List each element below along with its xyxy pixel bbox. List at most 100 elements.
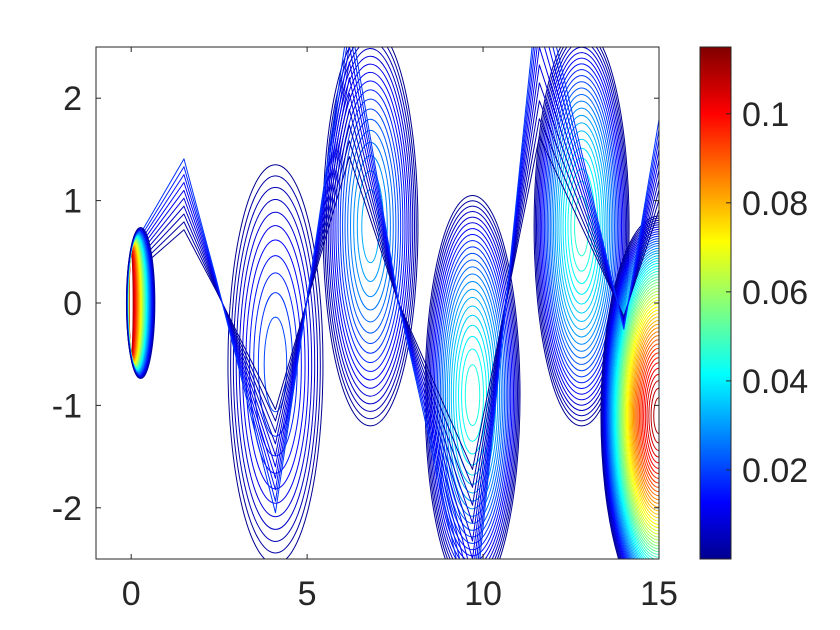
contour-level — [556, 122, 607, 330]
contour-level — [350, 141, 391, 311]
contour-level — [638, 347, 659, 484]
contour-level — [257, 292, 294, 437]
contour-level — [335, 80, 406, 372]
y-tick-label: 2 — [63, 80, 82, 118]
contour-level — [546, 81, 617, 372]
contour-level — [436, 246, 509, 544]
y-axis: 2 1 0 -1 -2 — [52, 80, 659, 528]
wake-contour — [137, 47, 659, 559]
contour-level — [339, 98, 402, 354]
x-tick-label: 5 — [298, 575, 317, 613]
contour-level — [607, 240, 659, 559]
contour-level — [322, 47, 419, 427]
contour-level — [356, 170, 385, 282]
contour-level — [444, 280, 501, 510]
colorbar-tick-label: 0.08 — [742, 185, 808, 223]
contour-level — [537, 47, 626, 411]
colorbar-tick-label: 0.02 — [742, 452, 808, 490]
source-contour — [125, 226, 156, 380]
contour-level — [464, 364, 481, 427]
contour-level — [536, 47, 628, 417]
contour-level — [230, 175, 321, 554]
colorbar-tick-label: 0.04 — [742, 363, 808, 401]
colorbar-tick-label: 0.06 — [742, 274, 808, 312]
contour-level — [609, 247, 659, 559]
contour-level — [429, 216, 516, 559]
contour-level — [235, 198, 316, 530]
contour-level — [542, 63, 621, 390]
contour-level — [623, 293, 659, 538]
contour-level — [637, 343, 659, 488]
contour-level — [644, 367, 659, 464]
y-tick-label: 0 — [63, 285, 82, 323]
contour-level — [342, 108, 399, 344]
contour-level — [443, 273, 502, 517]
contour-level — [232, 186, 319, 542]
contour-level — [632, 327, 659, 504]
contour-level — [539, 52, 624, 401]
contour-level — [562, 147, 601, 305]
contour-level — [545, 75, 618, 378]
wake-contour — [137, 100, 659, 506]
contour-level — [646, 373, 659, 458]
wake-contour — [137, 47, 659, 559]
colorbar-ticks: 0.1 0.08 0.06 0.04 0.02 — [726, 96, 808, 490]
contour-level — [619, 282, 659, 550]
wake-contour — [137, 47, 659, 559]
contour-level — [621, 287, 659, 544]
contour-level — [458, 335, 488, 455]
x-tick-label: 10 — [464, 575, 502, 613]
contour-level — [439, 259, 506, 531]
contour-level — [241, 225, 309, 504]
contour-level — [438, 252, 507, 538]
contour-level — [533, 47, 630, 427]
contour-level — [461, 348, 484, 442]
contour-level — [541, 57, 623, 395]
contour-level — [650, 387, 659, 444]
contour-level — [630, 319, 659, 512]
contour-level — [337, 89, 404, 364]
x-axis: 0 5 10 15 — [122, 47, 678, 613]
wake-contour — [137, 82, 659, 524]
x-tick-label: 15 — [640, 575, 678, 613]
contour-level — [616, 270, 659, 559]
contour-level — [603, 226, 659, 559]
contour-level — [626, 306, 659, 525]
contour-level — [558, 130, 605, 323]
contour-level — [635, 335, 659, 497]
contour-level — [432, 228, 513, 559]
y-tick-label: -1 — [52, 387, 82, 425]
contour-level — [446, 288, 499, 502]
y-tick-label: 1 — [63, 183, 82, 221]
contour-level — [329, 55, 412, 397]
contour-level — [625, 303, 659, 529]
wake-contour — [137, 47, 659, 559]
contour-level — [427, 205, 518, 559]
contour-level — [607, 238, 659, 559]
contour-level — [628, 313, 659, 519]
contour-level — [620, 284, 659, 547]
contour-level — [624, 296, 659, 535]
contour-level — [653, 397, 659, 435]
contour-level — [347, 129, 394, 323]
contour-level — [344, 118, 397, 334]
x-tick-label: 0 — [122, 575, 141, 613]
contour-level — [636, 339, 659, 493]
contour-level — [227, 164, 324, 559]
contour-level — [604, 228, 659, 559]
contour-level — [331, 63, 410, 389]
contour-level — [605, 233, 659, 559]
contour-level — [425, 200, 520, 559]
contour-level — [333, 71, 408, 381]
contour-level — [605, 231, 659, 559]
wake-contour — [137, 64, 659, 542]
y-tick-label: -2 — [52, 490, 82, 528]
contour-level — [640, 352, 659, 479]
contour-level — [560, 138, 603, 314]
contour-level — [543, 69, 620, 384]
wake-contour — [137, 118, 659, 488]
contour-level — [325, 47, 416, 412]
contour-level — [549, 93, 614, 359]
contour-level — [629, 316, 659, 515]
